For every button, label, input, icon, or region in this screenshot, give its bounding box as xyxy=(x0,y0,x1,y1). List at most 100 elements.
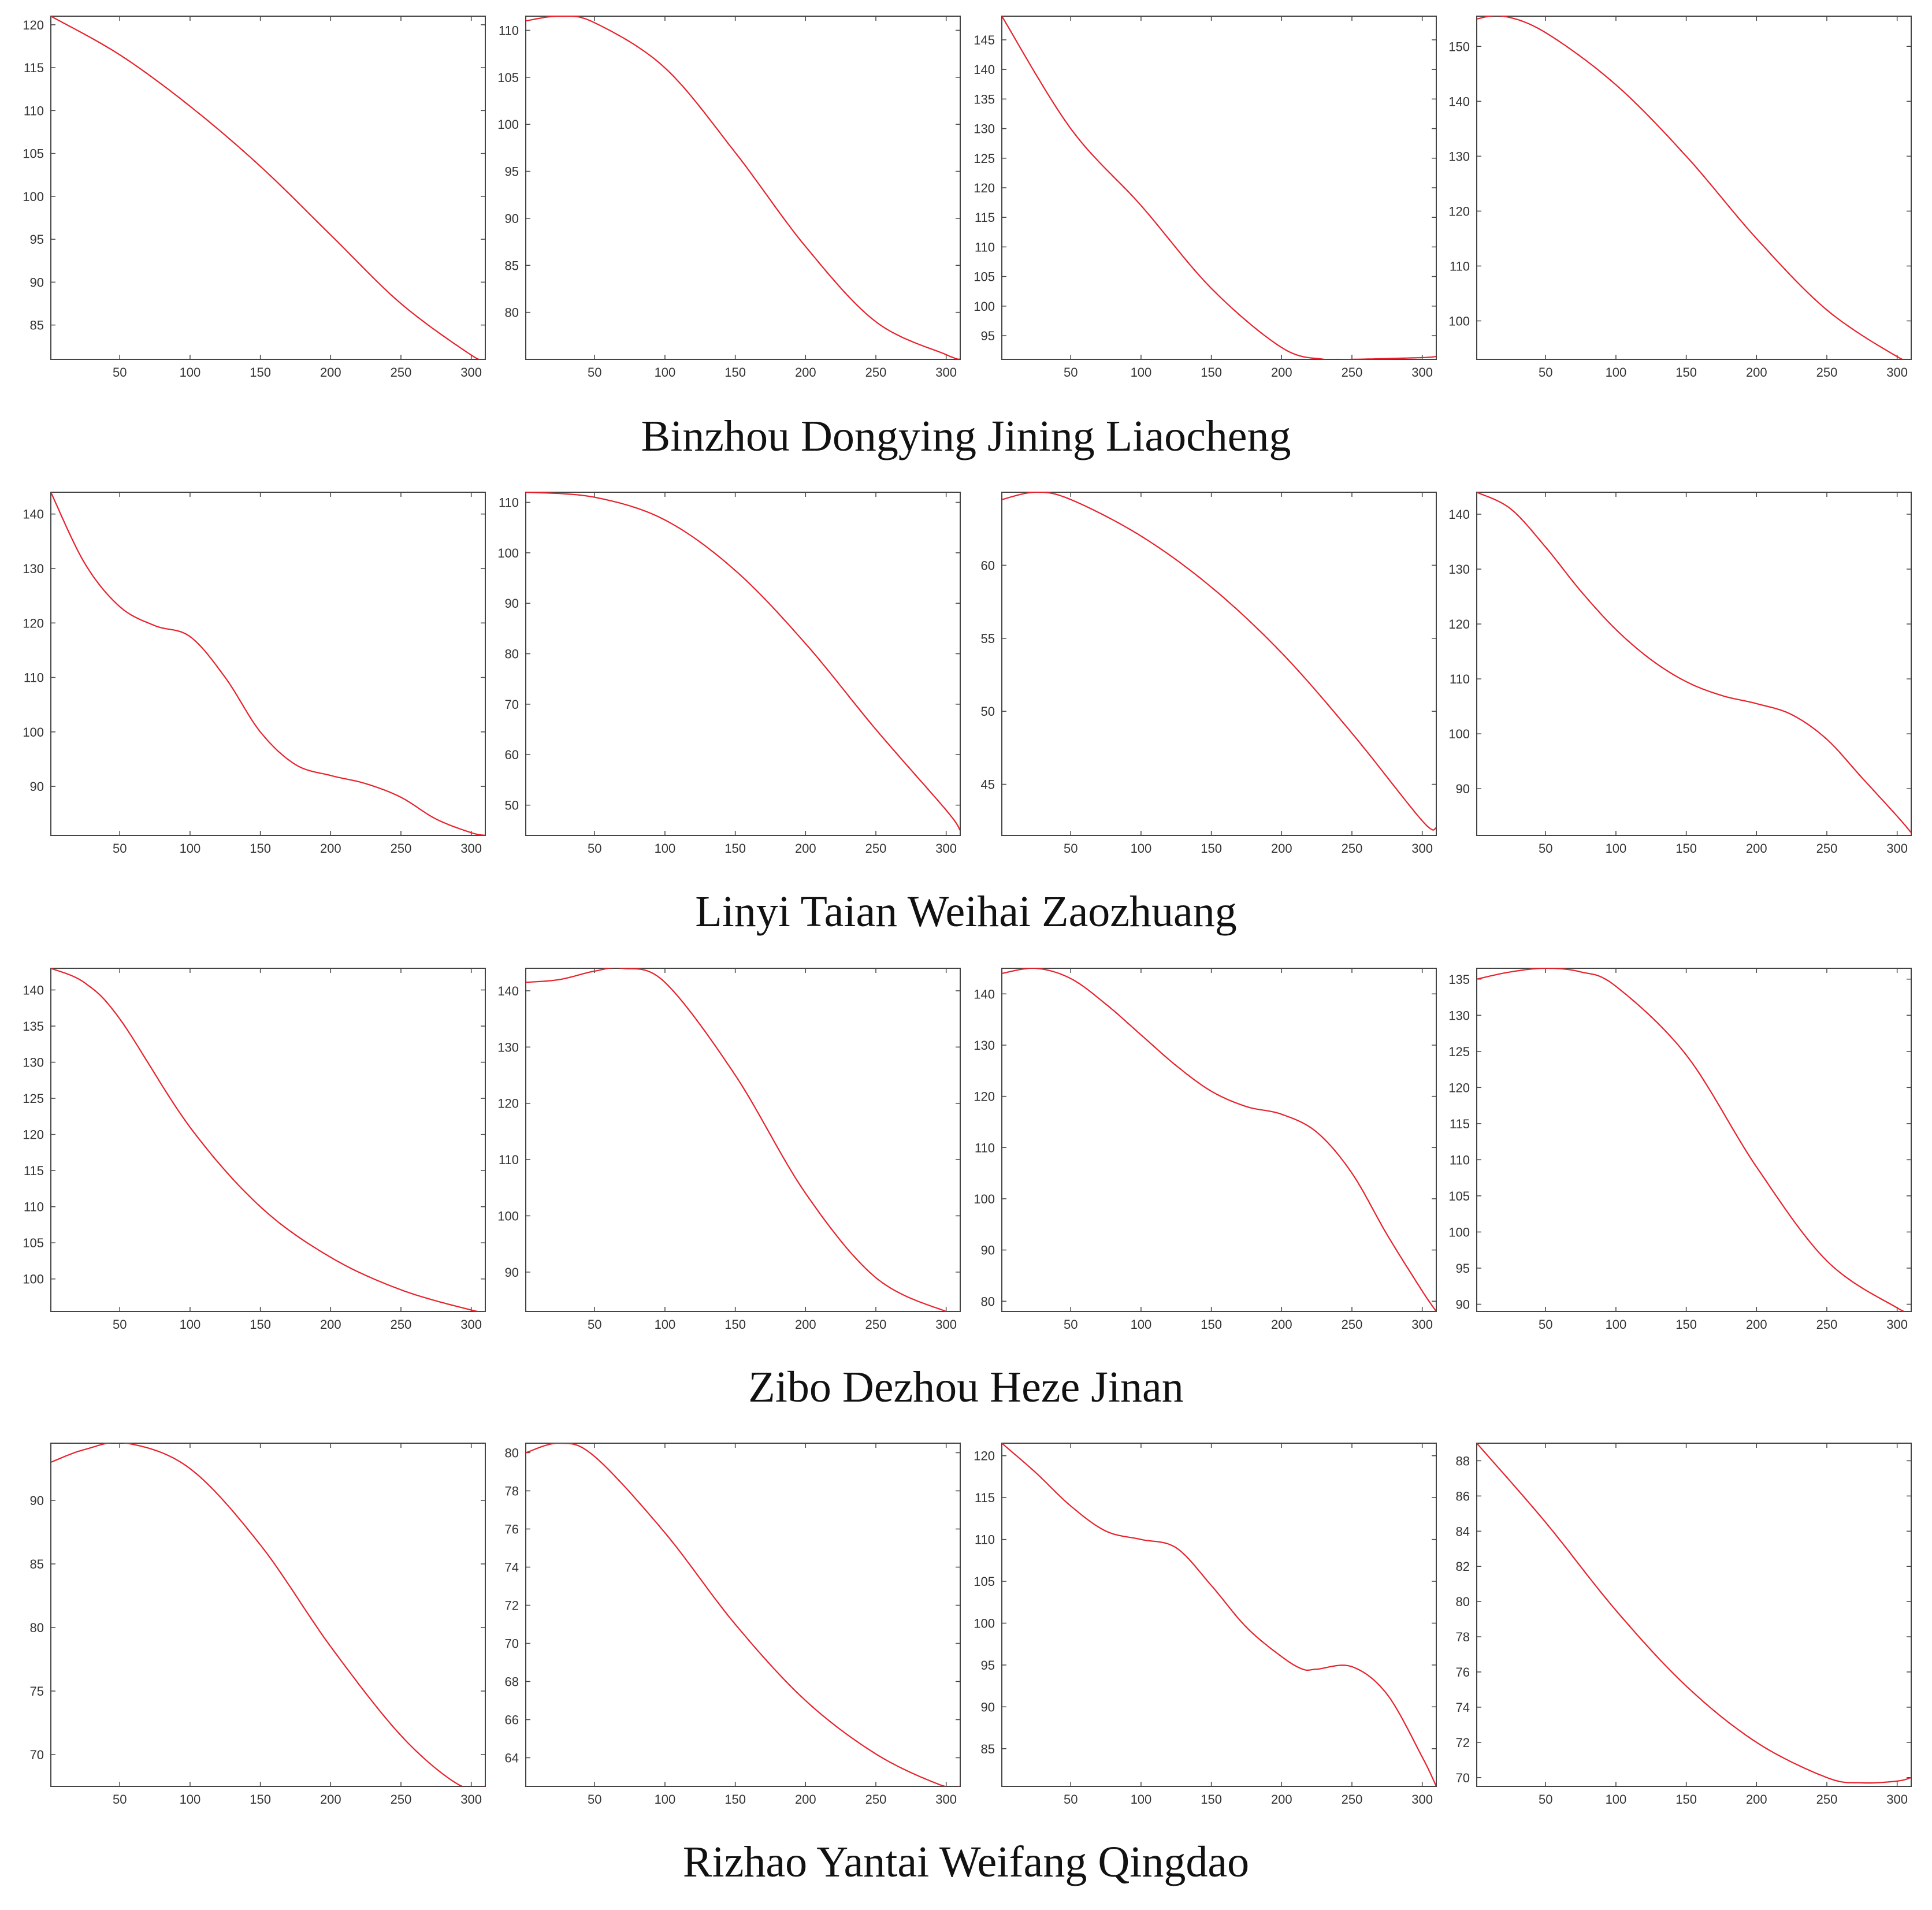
y-tick-label: 130 xyxy=(974,122,995,136)
y-tick-label: 110 xyxy=(1450,259,1470,273)
y-tick-label: 80 xyxy=(1456,1595,1470,1609)
series-line xyxy=(51,492,485,835)
y-tick-label: 80 xyxy=(505,1446,519,1461)
y-tick-label: 72 xyxy=(505,1599,519,1613)
panel-chart: 50 100 150 200 250 300 90 95 100 105 110 115 120 125 1… xyxy=(1448,968,1912,1332)
x-tick-label: 200 xyxy=(1271,841,1292,856)
x-tick-label: 150 xyxy=(1201,365,1222,380)
x-tick-label: 300 xyxy=(1411,365,1433,380)
x-tick-label: 200 xyxy=(1746,365,1767,380)
x-tick-label: 250 xyxy=(1816,1792,1838,1807)
x-tick-label: 250 xyxy=(1342,841,1363,856)
y-tick-label: 70 xyxy=(505,697,519,712)
panel-chart: 50 100 150 200 250 300 90 100 110 120 130 140 xyxy=(497,968,961,1332)
x-tick-label: 200 xyxy=(795,841,816,856)
x-tick-label: 200 xyxy=(1746,1792,1767,1807)
x-tick-label: 50 xyxy=(588,841,601,856)
y-tick-label: 110 xyxy=(24,1200,44,1214)
x-tick-label: 150 xyxy=(250,1792,271,1807)
x-tick-label: 200 xyxy=(320,365,341,380)
y-tick-label: 60 xyxy=(981,558,995,573)
x-tick-label: 100 xyxy=(1606,841,1627,856)
panel-chart: 50 100 150 200 250 300 50 60 70 80 90 100 110 xyxy=(497,492,961,856)
x-tick-label: 50 xyxy=(588,365,601,380)
y-tick-label: 100 xyxy=(23,725,44,740)
x-tick-label: 50 xyxy=(1539,365,1552,380)
y-tick-label: 120 xyxy=(23,18,44,32)
x-tick-label: 100 xyxy=(180,1317,201,1332)
y-tick-label: 80 xyxy=(981,1294,995,1309)
y-tick-label: 110 xyxy=(499,495,519,510)
x-tick-label: 300 xyxy=(935,1317,957,1332)
y-tick-label: 84 xyxy=(1456,1524,1470,1539)
x-tick-label: 100 xyxy=(1606,365,1627,380)
x-tick-label: 100 xyxy=(1131,1317,1152,1332)
y-tick-label: 95 xyxy=(981,329,995,343)
x-tick-label: 200 xyxy=(1746,1317,1767,1332)
y-tick-label: 45 xyxy=(981,778,995,792)
y-tick-label: 115 xyxy=(1450,1117,1470,1131)
y-tick-label: 130 xyxy=(974,1038,995,1053)
plot-frame xyxy=(1001,968,1437,1312)
y-tick-label: 90 xyxy=(1456,782,1470,796)
y-tick-label: 85 xyxy=(30,318,44,333)
x-tick-label: 100 xyxy=(1606,1792,1627,1807)
x-tick-label: 300 xyxy=(460,365,482,380)
plot-frame xyxy=(525,1443,961,1787)
x-tick-label: 250 xyxy=(1816,365,1838,380)
x-tick-label: 150 xyxy=(1675,1792,1697,1807)
y-tick-label: 55 xyxy=(981,631,995,646)
y-tick-label: 120 xyxy=(974,1090,995,1104)
x-tick-label: 50 xyxy=(1064,365,1078,380)
panel-chart: 50 100 150 200 250 300 70 75 80 85 90 xyxy=(30,1443,486,1807)
x-tick-label: 200 xyxy=(320,1792,341,1807)
y-tick-label: 100 xyxy=(974,299,995,314)
y-tick-label: 120 xyxy=(23,616,44,630)
y-tick-label: 120 xyxy=(497,1097,519,1111)
y-tick-label: 90 xyxy=(505,211,519,226)
plot-frame xyxy=(1476,16,1912,360)
x-tick-label: 200 xyxy=(320,841,341,856)
y-tick-label: 110 xyxy=(1450,672,1470,686)
x-tick-label: 150 xyxy=(1675,1317,1697,1332)
x-tick-label: 300 xyxy=(935,365,957,380)
plot-frame xyxy=(1476,492,1912,836)
x-tick-label: 50 xyxy=(113,1792,127,1807)
x-tick-label: 250 xyxy=(1816,1317,1838,1332)
y-tick-label: 78 xyxy=(1456,1630,1470,1644)
plot-frame xyxy=(50,1443,486,1787)
x-tick-label: 250 xyxy=(391,365,412,380)
plot-frame xyxy=(1476,1443,1912,1787)
panel-chart: 50 100 150 200 250 300 85 90 95 100 105 110 115 120 xyxy=(974,1443,1437,1807)
y-tick-label: 115 xyxy=(975,1491,995,1505)
x-tick-label: 250 xyxy=(865,841,887,856)
y-tick-label: 115 xyxy=(975,210,995,225)
y-tick-label: 110 xyxy=(975,240,995,254)
plot-frame xyxy=(1476,968,1912,1312)
x-tick-label: 50 xyxy=(1539,841,1552,856)
y-tick-label: 70 xyxy=(505,1637,519,1651)
x-tick-label: 250 xyxy=(865,1792,887,1807)
y-tick-label: 64 xyxy=(505,1751,519,1766)
y-tick-label: 68 xyxy=(505,1675,519,1689)
y-tick-label: 72 xyxy=(1456,1736,1470,1750)
x-tick-label: 100 xyxy=(180,365,201,380)
series-line xyxy=(51,968,485,1311)
x-tick-label: 150 xyxy=(1675,841,1697,856)
x-tick-label: 200 xyxy=(795,1317,816,1332)
x-tick-label: 200 xyxy=(795,365,816,380)
y-tick-label: 100 xyxy=(974,1616,995,1630)
x-tick-label: 300 xyxy=(1411,1317,1433,1332)
y-tick-label: 100 xyxy=(1448,727,1470,741)
x-tick-label: 150 xyxy=(1201,1317,1222,1332)
y-tick-label: 105 xyxy=(23,147,44,161)
plot-frame xyxy=(525,16,961,360)
y-tick-label: 120 xyxy=(23,1128,44,1142)
plot-frame xyxy=(1001,1443,1437,1787)
x-tick-label: 150 xyxy=(1675,365,1697,380)
y-tick-label: 130 xyxy=(497,1040,519,1054)
x-tick-label: 200 xyxy=(1271,1317,1292,1332)
x-tick-label: 250 xyxy=(865,365,887,380)
row-caption: Binzhou Dongying Jining Liaocheng xyxy=(641,412,1291,460)
y-tick-label: 90 xyxy=(981,1243,995,1258)
